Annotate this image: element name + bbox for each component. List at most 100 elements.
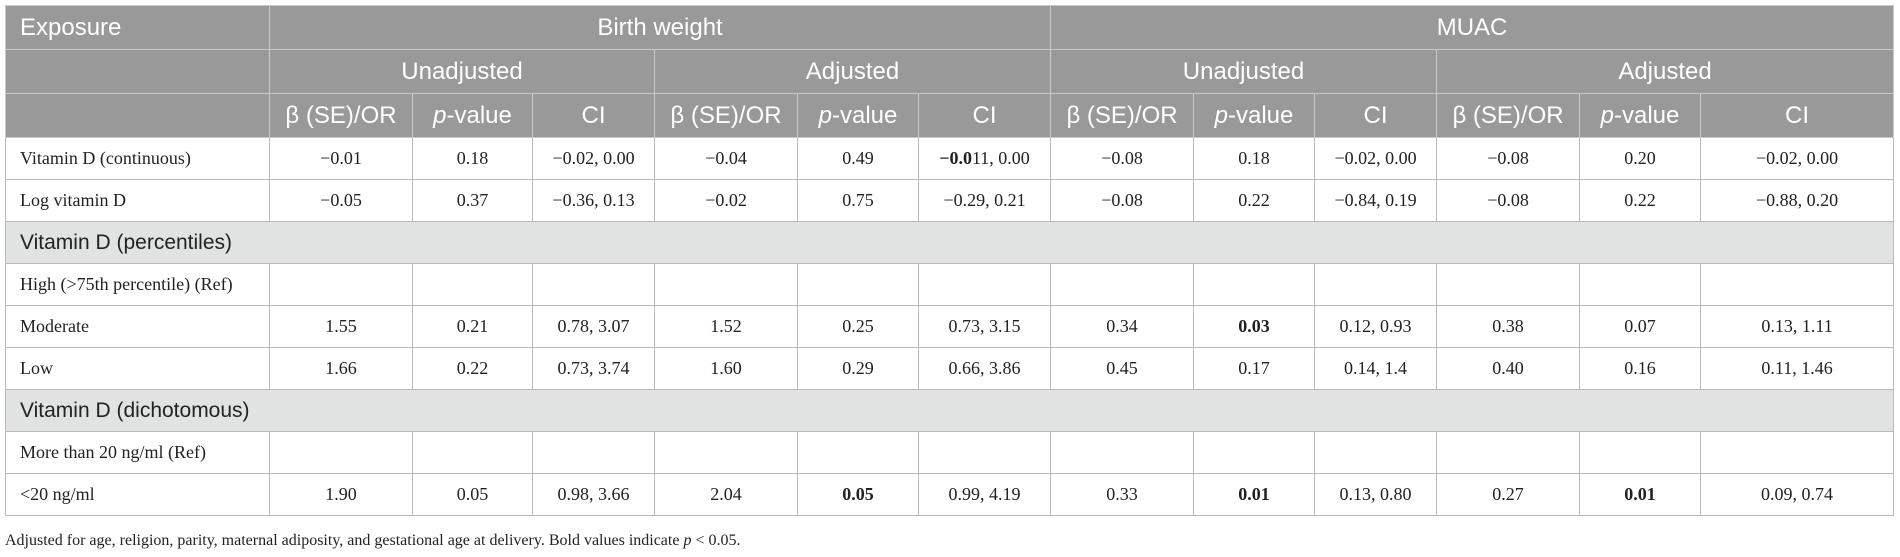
table-cell [797,263,919,306]
table-cell: 0.22 [412,347,533,390]
subgroup-header: Unadjusted [1050,49,1438,94]
table-cell: −0.08 [1050,179,1195,222]
table-cell [1193,431,1316,474]
table-cell: 0.09, 0.74 [1700,473,1895,516]
table-cell: 0.01 [1193,473,1316,516]
column-header-p-value: p-value [1193,93,1316,138]
table-cell: −0.02, 0.00 [532,137,655,180]
table-cell [1700,431,1895,474]
table-row: High (>75th percentile) (Ref) [5,263,1895,306]
column-header-ci: CI [1314,93,1438,138]
table-cell [917,431,1052,474]
column-header-beta: β (SE)/OR [1050,93,1195,138]
table-cell: −0.88, 0.20 [1700,179,1895,222]
table-cell: 0.22 [1579,179,1702,222]
table-cell [269,431,413,474]
column-header-beta: β (SE)/OR [269,93,413,138]
empty-header-cell [5,49,270,94]
table-cell: 0.73, 3.15 [917,305,1052,348]
table-cell: 1.60 [654,347,798,390]
table-cell: 0.22 [1193,179,1316,222]
table-cell [797,431,919,474]
table-cell [1436,263,1581,306]
section-label: Vitamin D (percentiles) [4,221,1895,264]
row-label: Low [5,347,270,390]
table-cell [532,431,655,474]
table-cell: 0.37 [412,179,533,222]
table-cell: 2.04 [654,473,798,516]
table-cell: 0.14, 1.4 [1314,347,1438,390]
table-cell [1579,263,1702,306]
table-cell: 0.03 [1193,305,1316,348]
table-cell: 0.66, 3.86 [917,347,1052,390]
section-row: Vitamin D (percentiles) [4,221,1895,264]
table-cell: 0.75 [797,179,919,222]
subgroup-header: Unadjusted [269,49,655,94]
table-cell [1314,263,1438,306]
table-cell: 0.21 [412,305,533,348]
table-cell: −0.01 [269,137,413,180]
table-cell [654,431,798,474]
row-label: Log vitamin D [5,179,270,222]
column-header-ci: CI [1700,93,1895,138]
table-cell: 0.18 [1193,137,1316,180]
table-cell: −0.011, 0.00 [917,137,1052,180]
table-cell [917,263,1052,306]
table-cell: −0.04 [654,137,798,180]
row-label: <20 ng/ml [5,473,270,516]
table-cell: 0.12, 0.93 [1314,305,1438,348]
table-cell: 0.45 [1050,347,1195,390]
table-cell: 0.11, 1.46 [1700,347,1895,390]
header-row-groups: Exposure Birth weight MUAC [5,5,1895,50]
table-cell: −0.08 [1050,137,1195,180]
column-header-p-value: p-value [1579,93,1702,138]
results-table-container: Exposure Birth weight MUAC Unadjusted Ad… [4,5,1895,516]
table-cell: −0.84, 0.19 [1314,179,1438,222]
table-cell: −0.05 [269,179,413,222]
empty-header-cell [5,93,270,138]
table-row: Low 1.66 0.22 0.73, 3.74 1.60 0.29 0.66,… [5,347,1895,390]
table-cell: −0.02, 0.00 [1700,137,1895,180]
table-cell: 0.98, 3.66 [532,473,655,516]
table-cell: 0.18 [412,137,533,180]
row-label: Moderate [5,305,270,348]
exposure-header: Exposure [5,5,270,50]
table-cell: 0.49 [797,137,919,180]
table-row: More than 20 ng/ml (Ref) [5,431,1895,474]
table-cell [532,263,655,306]
table-cell: 1.55 [269,305,413,348]
column-header-beta: β (SE)/OR [654,93,798,138]
table-cell [1436,431,1581,474]
column-header-ci: CI [917,93,1052,138]
column-header-beta: β (SE)/OR [1436,93,1581,138]
table-cell [1193,263,1316,306]
table-cell: 1.90 [269,473,413,516]
table-cell: 1.66 [269,347,413,390]
column-header-ci: CI [532,93,655,138]
table-cell: 0.20 [1579,137,1702,180]
table-cell [269,263,413,306]
table-cell [1700,263,1895,306]
table-cell [1314,431,1438,474]
table-cell: 0.17 [1193,347,1316,390]
group-header-birth-weight: Birth weight [268,5,1052,50]
table-cell: 0.40 [1436,347,1581,390]
table-row: Log vitamin D −0.05 0.37 −0.36, 0.13 −0.… [5,179,1895,222]
table-cell: −0.02, 0.00 [1314,137,1438,180]
bold-value: 0.01 [1624,484,1656,504]
table-cell: 0.78, 3.07 [532,305,655,348]
table-cell: 0.73, 3.74 [532,347,655,390]
table-cell [412,431,533,474]
bold-value: 0.03 [1238,316,1270,336]
row-label: High (>75th percentile) (Ref) [5,263,270,306]
table-cell: 0.33 [1050,473,1195,516]
table-cell: 0.25 [797,305,919,348]
row-label: More than 20 ng/ml (Ref) [5,431,270,474]
subgroup-header: Adjusted [1436,49,1895,94]
row-label: Vitamin D (continuous) [5,137,270,180]
table-cell [1050,431,1195,474]
section-row: Vitamin D (dichotomous) [4,389,1895,432]
table-cell: −0.08 [1436,179,1581,222]
table-row: Moderate 1.55 0.21 0.78, 3.07 1.52 0.25 … [5,305,1895,348]
table-cell: 0.05 [412,473,533,516]
